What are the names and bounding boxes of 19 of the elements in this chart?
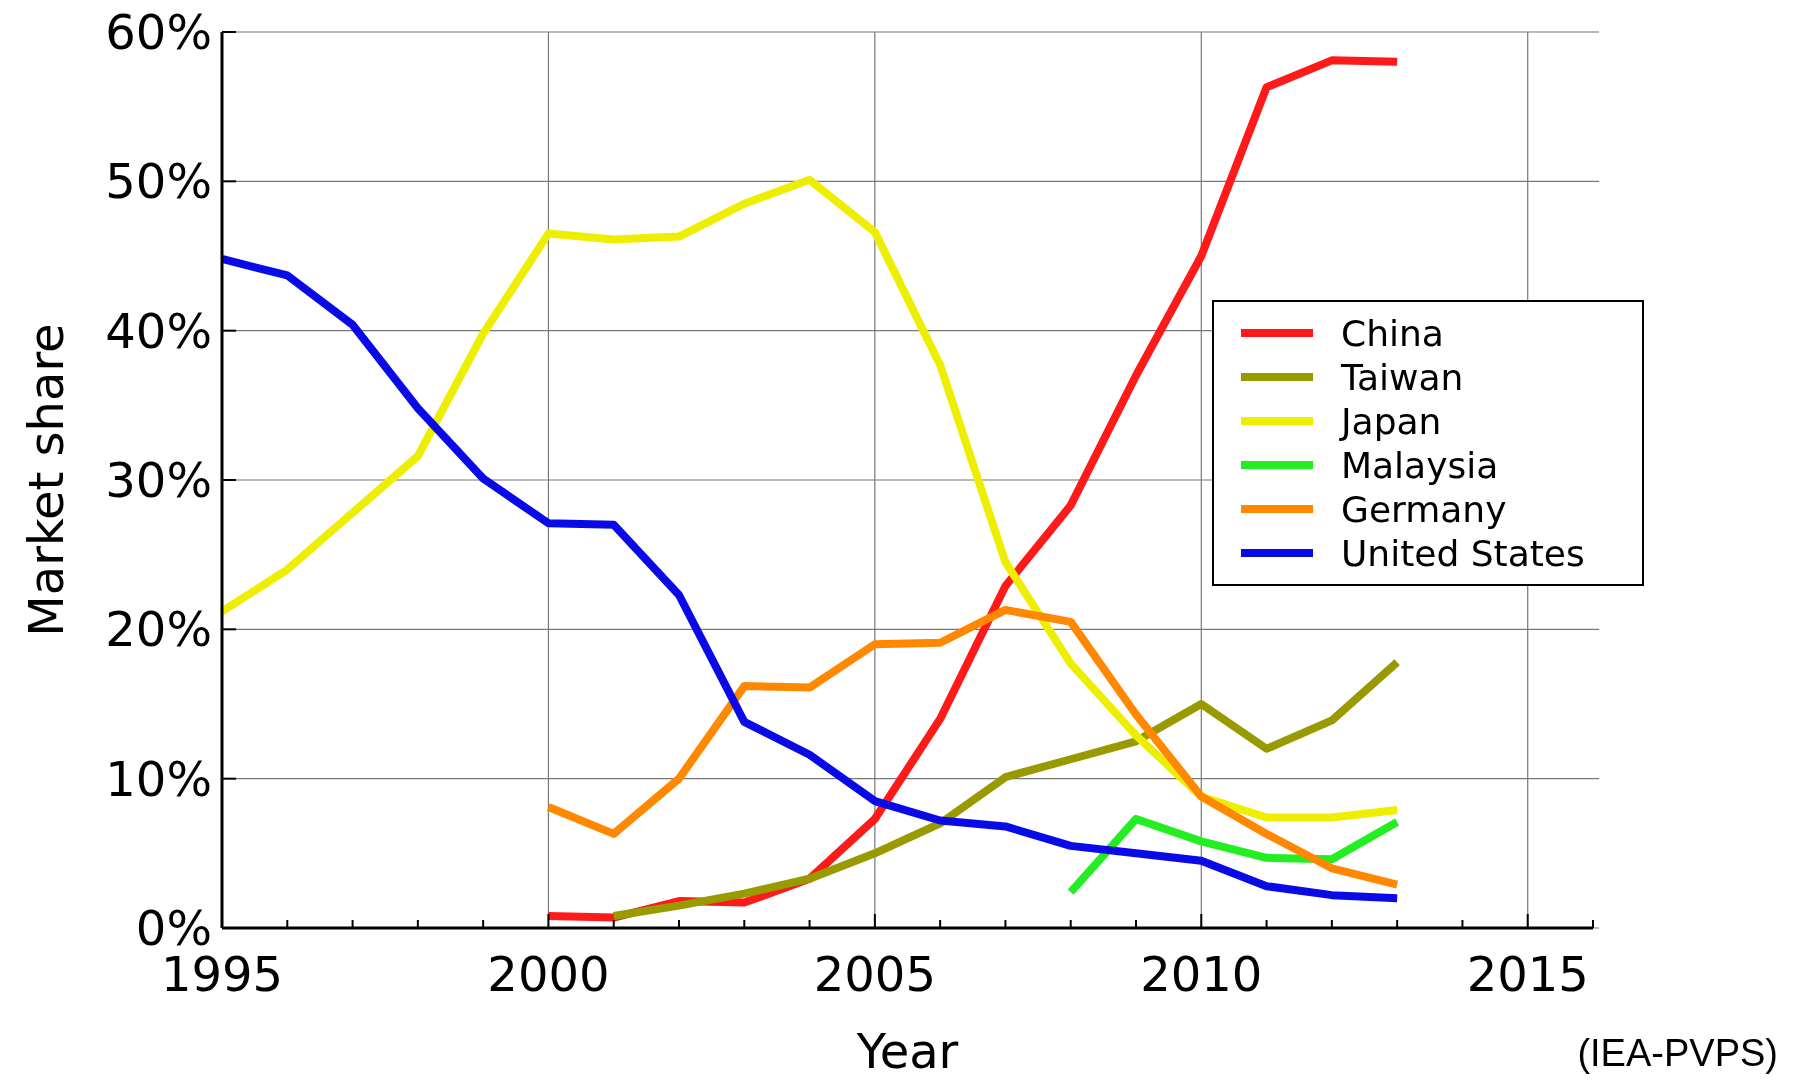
legend-label: Taiwan [1340,357,1464,398]
legend-label: Japan [1339,401,1442,442]
y-tick-label: 60% [105,4,212,60]
text: (IEA-PVPS) [1577,1032,1778,1074]
y-tick-label: 20% [105,601,212,658]
x-tick-label: 2010 [1140,946,1263,1002]
x-axis-title: Year [855,1023,959,1079]
y-tick-label: 30% [105,452,212,508]
x-tick-label: 2005 [813,946,936,1002]
legend-label: Germany [1341,489,1507,530]
y-tick-label: 40% [105,302,212,359]
y-tick-label: 50% [105,153,212,210]
legend-label: Malaysia [1341,445,1499,486]
y-axis-title: Market share [18,323,74,637]
y-tick-label: 10% [105,750,212,807]
x-tick-label: 2000 [487,946,610,1002]
legend-label: United States [1341,533,1585,574]
legend-label: China [1341,313,1444,354]
x-tick-label: 2015 [1466,946,1589,1002]
